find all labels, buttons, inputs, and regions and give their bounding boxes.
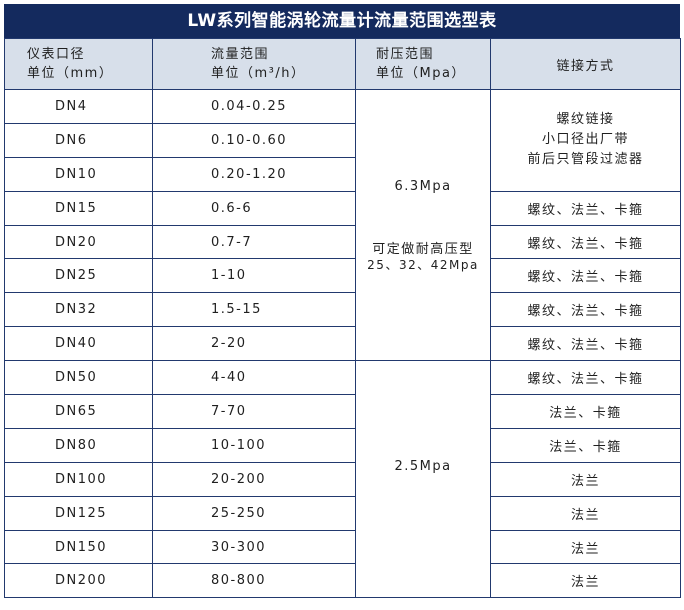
connection-cell: 螺纹、法兰、卡箍 bbox=[490, 360, 681, 396]
table-row: DN25 1-10 螺纹、法兰、卡箍 bbox=[4, 258, 681, 294]
connection-cell-small: 螺纹链接 小口径出厂带 前后只管段过滤器 bbox=[490, 89, 681, 192]
header-pressure-label: 耐压范围 bbox=[376, 47, 435, 62]
flow-cell: 10-100 bbox=[152, 427, 356, 463]
table-row: DN4 0.04-0.25 6.3Mpa 可定做耐高压型 25、32、42Mpa … bbox=[4, 88, 681, 362]
flow-cell: 25-250 bbox=[152, 495, 356, 531]
table-row: DN15 0.6-6 螺纹、法兰、卡箍 bbox=[4, 190, 681, 226]
table-row: DN65 7-70 法兰、卡箍 bbox=[4, 394, 681, 429]
size-cell: DN125 bbox=[4, 495, 153, 531]
table-row: DN32 1.5-15 螺纹、法兰、卡箍 bbox=[4, 292, 681, 328]
header-flow: 流量范围单位（m³/h） bbox=[152, 38, 356, 90]
flow-cell: 0.6-6 bbox=[152, 190, 356, 226]
connection-cell: 螺纹、法兰、卡箍 bbox=[490, 190, 681, 226]
header-flow-label: 流量范围 bbox=[211, 47, 270, 62]
size-cell: DN20 bbox=[4, 224, 153, 260]
connection-cell: 法兰 bbox=[490, 563, 681, 599]
connection-line: 前后只管段过滤器 bbox=[527, 152, 644, 167]
connection-cell: 法兰 bbox=[490, 529, 681, 565]
size-cell: DN50 bbox=[4, 360, 153, 396]
connection-cell: 螺纹、法兰、卡箍 bbox=[490, 258, 681, 294]
selection-table: 仪表口径单位（mm） 流量范围单位（m³/h） 耐压范围单位（Mpa） 链接方式… bbox=[4, 38, 681, 599]
header-size: 仪表口径单位（mm） bbox=[4, 38, 153, 90]
connection-cell: 螺纹、法兰、卡箍 bbox=[490, 292, 681, 328]
header-row: 仪表口径单位（mm） 流量范围单位（m³/h） 耐压范围单位（Mpa） 链接方式 bbox=[4, 38, 681, 90]
size-cell: DN25 bbox=[4, 258, 153, 294]
table-row: DN150 30-300 法兰 bbox=[4, 529, 681, 565]
table-row: DN50 4-40 2.5Mpa 螺纹、法兰、卡箍 bbox=[4, 360, 681, 599]
header-pressure-unit: 单位（Mpa） bbox=[376, 66, 466, 81]
flow-cell: 0.04-0.25 bbox=[152, 89, 356, 124]
pressure-cell-2-5: 2.5Mpa bbox=[355, 360, 491, 599]
table-row: DN10 0.20-1.20 bbox=[4, 156, 681, 192]
pressure-value: 6.3Mpa bbox=[394, 178, 452, 194]
connection-cell: 法兰、卡箍 bbox=[490, 427, 681, 463]
connection-line: 螺纹链接 bbox=[556, 112, 615, 127]
table-title: LW系列智能涡轮流量计流量范围选型表 bbox=[4, 4, 680, 38]
size-cell: DN6 bbox=[4, 122, 153, 158]
connection-cell: 螺纹、法兰、卡箍 bbox=[490, 326, 681, 362]
table-row: DN80 10-100 法兰、卡箍 bbox=[4, 427, 681, 463]
table-row: DN125 25-250 法兰 bbox=[4, 495, 681, 531]
flow-cell: 1-10 bbox=[152, 258, 356, 294]
connection-line: 小口径出厂带 bbox=[541, 132, 629, 147]
connection-cell: 法兰 bbox=[490, 461, 681, 497]
flow-cell: 20-200 bbox=[152, 461, 356, 497]
size-cell: DN80 bbox=[4, 427, 153, 463]
flow-cell: 2-20 bbox=[152, 326, 356, 362]
flow-cell: 30-300 bbox=[152, 529, 356, 565]
size-cell: DN40 bbox=[4, 326, 153, 362]
pressure-note-values: 25、32、42Mpa bbox=[367, 257, 479, 272]
table-row: DN200 80-800 法兰 bbox=[4, 563, 681, 599]
table-row: DN100 20-200 法兰 bbox=[4, 461, 681, 497]
size-cell: DN10 bbox=[4, 156, 153, 192]
table-row: DN20 0.7-7 螺纹、法兰、卡箍 bbox=[4, 224, 681, 260]
flow-cell: 80-800 bbox=[152, 563, 356, 599]
header-size-unit: 单位（mm） bbox=[27, 66, 114, 81]
table-row: DN40 2-20 螺纹、法兰、卡箍 bbox=[4, 326, 681, 362]
pressure-cell-6-3: 6.3Mpa 可定做耐高压型 25、32、42Mpa bbox=[355, 88, 491, 362]
size-cell: DN150 bbox=[4, 529, 153, 565]
size-cell: DN200 bbox=[4, 563, 153, 599]
selection-table-container: LW系列智能涡轮流量计流量范围选型表 仪表口径单位（mm） 流量范围单位（m³/… bbox=[4, 4, 681, 599]
size-cell: DN65 bbox=[4, 394, 153, 429]
header-pressure: 耐压范围单位（Mpa） bbox=[355, 38, 491, 90]
header-connection: 链接方式 bbox=[490, 38, 681, 90]
flow-cell: 0.20-1.20 bbox=[152, 156, 356, 192]
header-flow-unit: 单位（m³/h） bbox=[211, 66, 306, 81]
flow-cell: 4-40 bbox=[152, 360, 356, 396]
flow-cell: 7-70 bbox=[152, 394, 356, 429]
connection-cell: 螺纹、法兰、卡箍 bbox=[490, 224, 681, 260]
flow-cell: 0.10-0.60 bbox=[152, 122, 356, 158]
pressure-value: 2.5Mpa bbox=[394, 459, 452, 475]
flow-cell: 0.7-7 bbox=[152, 224, 356, 260]
header-size-label: 仪表口径 bbox=[27, 47, 86, 62]
table-row: DN6 0.10-0.60 bbox=[4, 122, 681, 158]
pressure-note: 可定做耐高压型 bbox=[372, 241, 474, 257]
size-cell: DN100 bbox=[4, 461, 153, 497]
connection-cell: 法兰、卡箍 bbox=[490, 394, 681, 429]
size-cell: DN32 bbox=[4, 292, 153, 328]
size-cell: DN4 bbox=[4, 89, 153, 124]
connection-cell: 法兰 bbox=[490, 495, 681, 531]
flow-cell: 1.5-15 bbox=[152, 292, 356, 328]
size-cell: DN15 bbox=[4, 190, 153, 226]
